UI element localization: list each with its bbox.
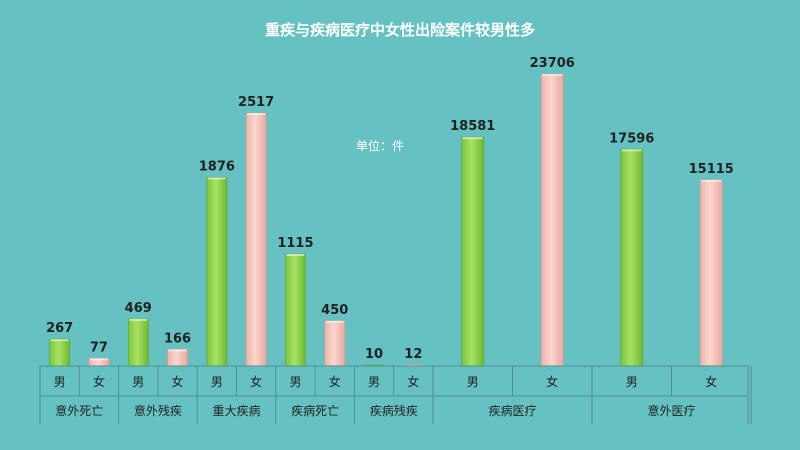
data-label: 267 bbox=[46, 321, 73, 336]
data-label: 469 bbox=[125, 301, 152, 316]
tick-label: 男 bbox=[289, 375, 301, 389]
bar-highlight bbox=[168, 349, 187, 352]
category-label: 意外死亡 bbox=[55, 403, 103, 418]
bar-highlight bbox=[325, 320, 344, 323]
bar-highlight bbox=[50, 339, 69, 342]
tick-label: 男 bbox=[467, 375, 479, 389]
tick-label: 男 bbox=[211, 375, 223, 389]
bar-female bbox=[167, 349, 188, 367]
bar-male bbox=[620, 148, 644, 367]
bar-male bbox=[206, 177, 228, 367]
bar-female bbox=[699, 179, 723, 367]
bar-highlight bbox=[89, 358, 108, 361]
data-label: 77 bbox=[90, 340, 108, 355]
bar-highlight bbox=[621, 149, 642, 152]
tick-label: 男 bbox=[368, 375, 380, 389]
category-label: 意外残疾 bbox=[134, 403, 182, 418]
tick-label: 女 bbox=[705, 374, 717, 389]
data-label: 450 bbox=[321, 303, 348, 318]
unit-label: 单位：件 bbox=[356, 139, 405, 153]
bar-female bbox=[245, 112, 267, 367]
tick-label: 男 bbox=[54, 375, 66, 389]
tick-label: 女 bbox=[250, 374, 262, 389]
category-label: 疾病残疾 bbox=[370, 403, 418, 418]
data-label: 2517 bbox=[238, 95, 274, 110]
tick-label: 男 bbox=[132, 375, 144, 389]
tick-label: 男 bbox=[626, 375, 638, 389]
bar-highlight bbox=[462, 137, 483, 140]
category-label: 疾病死亡 bbox=[291, 403, 339, 418]
data-label: 18581 bbox=[450, 119, 495, 134]
tick-label: 女 bbox=[407, 374, 419, 389]
bar-male bbox=[49, 338, 70, 367]
bar-female bbox=[324, 320, 346, 367]
bar-male bbox=[127, 318, 149, 367]
data-label: 12 bbox=[404, 347, 422, 362]
tick-label: 女 bbox=[546, 374, 558, 389]
bar-highlight bbox=[286, 253, 305, 256]
data-label: 166 bbox=[164, 331, 191, 346]
bar-highlight bbox=[129, 318, 148, 321]
bar-highlight bbox=[247, 113, 266, 115]
data-label: 15115 bbox=[689, 162, 734, 177]
tick-label: 女 bbox=[329, 374, 341, 389]
data-label: 10 bbox=[365, 347, 383, 362]
bar-highlight bbox=[207, 177, 226, 180]
bar-male bbox=[461, 136, 485, 367]
tick-label: 女 bbox=[172, 374, 184, 389]
category-label: 疾病医疗 bbox=[488, 403, 536, 418]
category-label: 意外医疗 bbox=[647, 403, 695, 418]
data-label: 1115 bbox=[277, 236, 313, 251]
bar-highlight bbox=[701, 179, 722, 182]
category-label: 重大疾病 bbox=[212, 403, 260, 418]
tick-label: 女 bbox=[93, 374, 105, 389]
bar-highlight bbox=[542, 74, 563, 76]
data-label: 1876 bbox=[199, 159, 235, 174]
data-label: 23706 bbox=[530, 56, 575, 71]
chart-title: 重疾与疾病医疗中女性出险案件较男性多 bbox=[264, 21, 535, 39]
data-label: 17596 bbox=[609, 131, 654, 146]
bar-male bbox=[285, 253, 306, 367]
bar-female bbox=[540, 73, 564, 367]
